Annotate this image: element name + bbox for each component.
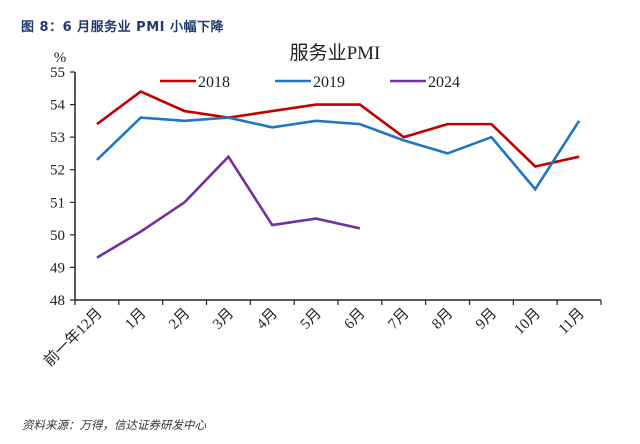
- y-tick-label: 55: [50, 65, 65, 81]
- x-tick-label: 10月: [512, 306, 545, 339]
- x-tick-label: 1月: [122, 306, 149, 333]
- line-chart: 服务业PMI % 2018 2019 2024 48 49 50 51 52 53 54 55 前一…: [41, 42, 602, 370]
- x-tick-label: 4月: [254, 306, 281, 333]
- x-tick-label: 11月: [556, 306, 588, 338]
- y-tick-label: 53: [50, 130, 65, 146]
- y-tick-label: 52: [50, 163, 65, 179]
- chart-title: 服务业PMI: [290, 42, 381, 64]
- legend-label-2024: 2024: [428, 74, 460, 91]
- figure-caption: 图 8：6 月服务业 PMI 小幅下降: [21, 20, 224, 35]
- y-tick-label: 49: [50, 260, 65, 276]
- y-axis-unit-label: %: [54, 50, 67, 66]
- x-tick-label: 2月: [166, 306, 193, 333]
- x-tick-label: 前一年12月: [41, 305, 106, 370]
- y-tick-label: 50: [50, 228, 65, 244]
- series-line-2024: [96, 154, 361, 259]
- x-tick-label: 9月: [473, 306, 500, 333]
- x-tick-label: 8月: [429, 306, 456, 333]
- legend: 2018 2019 2024: [160, 74, 460, 91]
- source-note: 资料来源：万得，信达证券研发中心: [22, 418, 206, 432]
- x-tick-label: 6月: [342, 306, 369, 333]
- series-lines: [96, 90, 581, 259]
- legend-label-2018: 2018: [198, 74, 230, 91]
- y-tick-label: 54: [50, 98, 66, 114]
- legend-label-2019: 2019: [313, 74, 345, 91]
- series-line-2019: [96, 116, 581, 192]
- axes: 48 49 50 51 52 53 54 55 前一年12月 1月 2月 3月 4月 5月 6月 7月 8月 9月…: [41, 65, 602, 370]
- y-tick-label: 51: [50, 195, 65, 211]
- x-tick-label: 5月: [298, 306, 325, 333]
- x-tick-label: 3月: [210, 306, 237, 333]
- y-tick-label: 48: [50, 293, 65, 309]
- x-tick-label: 7月: [385, 306, 412, 333]
- series-line-2018: [96, 90, 580, 168]
